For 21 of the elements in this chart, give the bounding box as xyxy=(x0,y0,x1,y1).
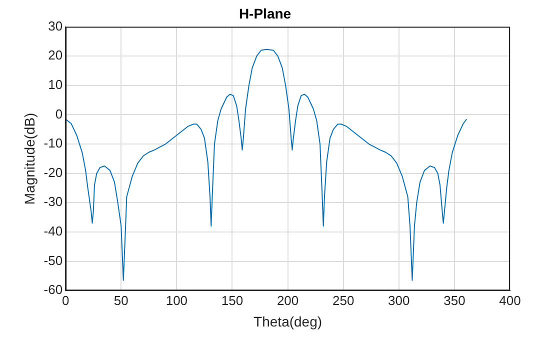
y-tick-label: -10 xyxy=(44,136,63,151)
y-tick-label: 10 xyxy=(48,77,63,92)
y-tick-label: -50 xyxy=(44,252,63,268)
x-tick-label: 100 xyxy=(166,292,188,308)
y-tick-label: 0 xyxy=(55,106,63,122)
y-tick-label: -30 xyxy=(44,194,63,210)
x-tick-label: 300 xyxy=(388,292,410,308)
x-tick-label: 400 xyxy=(499,292,521,308)
x-tick-label: 200 xyxy=(276,292,299,308)
y-tick-label: 30 xyxy=(48,18,63,34)
y-tick-label: 20 xyxy=(48,48,63,63)
y-axis-title: Magnitude(dB) xyxy=(21,112,38,205)
x-tick-label: 150 xyxy=(221,292,244,308)
x-axis-title: Theta(deg) xyxy=(254,313,322,330)
x-tick-label: 350 xyxy=(444,292,466,308)
y-tick-label: -20 xyxy=(44,164,63,180)
y-tick-label: -60 xyxy=(44,282,63,298)
x-tick-label: 50 xyxy=(114,292,128,308)
x-tick-label: 250 xyxy=(332,292,354,308)
chart-title: H-Plane xyxy=(238,5,292,22)
y-tick-label: -40 xyxy=(44,224,63,239)
